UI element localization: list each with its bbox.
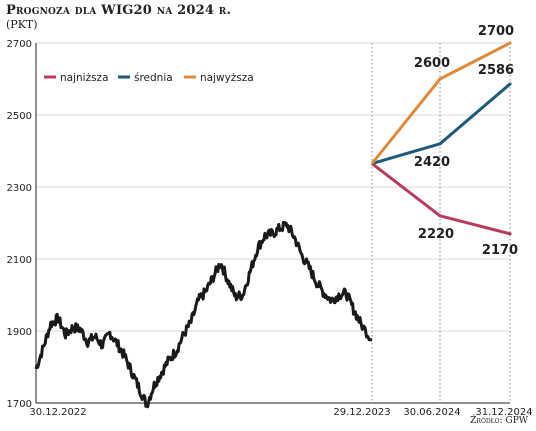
series-point <box>508 232 512 236</box>
chart-title: Prognoza dla WIG20 na 2024 r. <box>6 3 232 18</box>
historical-line <box>34 220 373 409</box>
series-line-0 <box>371 162 511 236</box>
y-tick-label: 1700 <box>7 399 32 410</box>
value-label: 2600 <box>414 56 450 71</box>
series-point <box>438 77 442 81</box>
series-point <box>438 214 442 218</box>
series-line-1 <box>371 82 511 166</box>
value-label: 2170 <box>482 243 518 258</box>
legend-label: najwyższa <box>200 72 254 84</box>
chart-subtitle: (PKT) <box>6 18 38 31</box>
legend-label: najniższa <box>60 72 109 84</box>
x-tick-label: 31.12.2024 <box>475 407 532 418</box>
y-tick-label: 2100 <box>7 255 32 266</box>
y-tick-label: 1900 <box>7 327 32 338</box>
x-axis: 30.12.2022 29.12.2023 30.06.2024 31.12.2024 <box>29 402 533 418</box>
y-axis: 1700 1900 2100 2300 2500 2700 <box>7 39 37 410</box>
x-tick-label: 29.12.2023 <box>333 407 390 418</box>
legend: najniższa średnia najwyższa <box>44 72 254 84</box>
value-label: 2220 <box>418 227 454 242</box>
y-tick-label: 2300 <box>7 183 32 194</box>
chart-source: Źródło: GPW <box>470 416 528 426</box>
value-label: 2586 <box>478 63 514 78</box>
grid <box>36 42 511 404</box>
value-label: 2700 <box>478 24 514 39</box>
value-labels: 2700 2600 2586 2420 2220 2170 <box>414 24 518 258</box>
series-point <box>508 41 512 45</box>
y-tick-label: 2700 <box>7 39 32 50</box>
series-point <box>508 82 512 86</box>
x-tick-label: 30.06.2024 <box>403 407 460 418</box>
series-point <box>438 142 442 146</box>
y-tick-label: 2500 <box>7 111 32 122</box>
series-lines <box>34 41 512 409</box>
legend-label: średnia <box>134 72 173 84</box>
value-label: 2420 <box>414 155 450 170</box>
x-tick-label: 30.12.2022 <box>29 407 86 418</box>
